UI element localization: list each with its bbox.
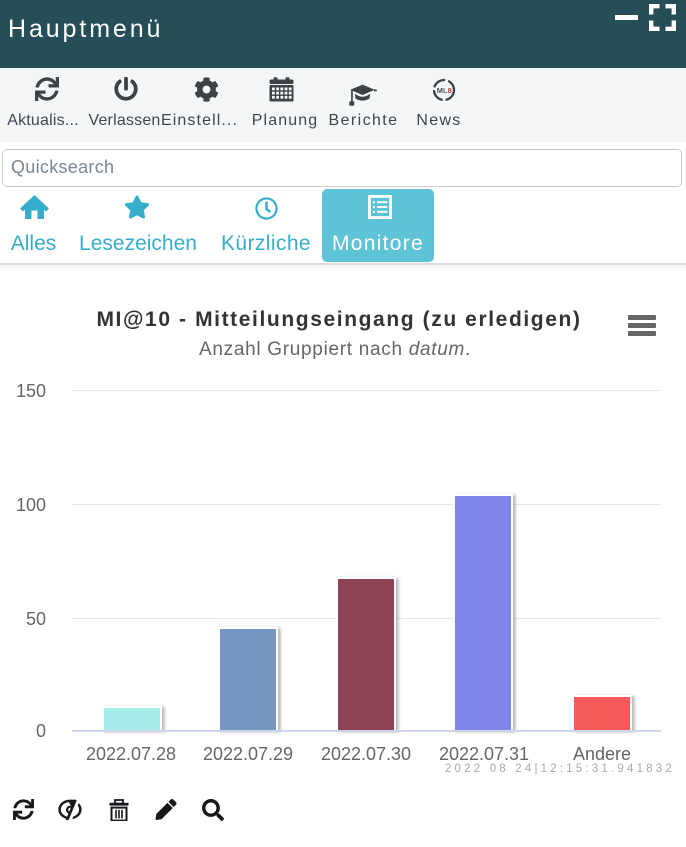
svg-text:ML8: ML8 [437, 86, 452, 95]
